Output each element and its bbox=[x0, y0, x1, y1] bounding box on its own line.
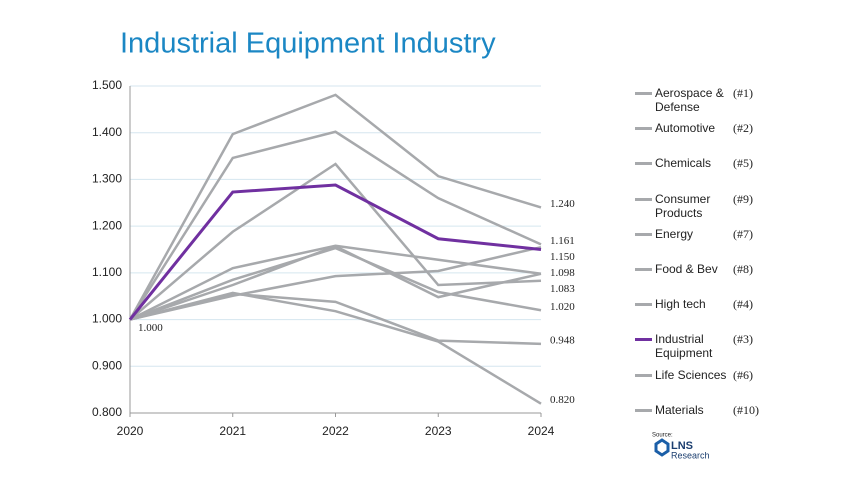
series-line bbox=[129, 162, 542, 321]
y-tick-label: 0.900 bbox=[92, 358, 122, 372]
x-tick-label: 2024 bbox=[528, 424, 555, 438]
y-tick-label: 1.400 bbox=[92, 125, 122, 139]
series-line bbox=[129, 246, 542, 321]
y-tick-label: 1.000 bbox=[92, 312, 122, 326]
value-label: 1.020 bbox=[550, 301, 575, 313]
legend-rank: (#1) bbox=[733, 86, 753, 100]
value-label: 0.948 bbox=[550, 334, 575, 346]
legend-item: Food & Bev (#8) bbox=[635, 262, 795, 276]
legend-rank: (#10) bbox=[733, 402, 759, 417]
legend-swatch bbox=[635, 268, 652, 271]
y-tick-label: 1.200 bbox=[92, 218, 122, 232]
value-label: 1.150 bbox=[550, 251, 575, 263]
legend-rank: (#8) bbox=[733, 262, 753, 276]
value-label: 1.000 bbox=[138, 322, 163, 334]
legend-item: High tech (#4) bbox=[635, 297, 795, 311]
legend-swatch bbox=[635, 373, 652, 377]
legend-label: Life Sciences bbox=[655, 367, 727, 382]
legend-item: Automotive (#2) bbox=[635, 121, 795, 135]
legend-item: Consumer Products (#9) bbox=[635, 192, 795, 220]
legend-label: Chemicals bbox=[655, 156, 712, 171]
x-tick-label: 2020 bbox=[117, 424, 144, 438]
legend-rank: (#6) bbox=[733, 367, 753, 382]
y-tick-label: 0.800 bbox=[92, 405, 122, 419]
logo-icon bbox=[654, 438, 670, 457]
legend-label: High tech bbox=[655, 297, 706, 312]
series-line bbox=[129, 292, 542, 346]
x-tick-label: 2023 bbox=[425, 424, 452, 438]
legend-label: Industrial Equipment bbox=[655, 332, 713, 361]
legend-label: Materials bbox=[655, 402, 704, 417]
series-line bbox=[128, 130, 542, 321]
legend-rank: (#7) bbox=[733, 226, 753, 241]
legend-item: Aerospace & Defense (#1) bbox=[635, 86, 795, 114]
legend-swatch bbox=[635, 92, 652, 95]
legend-label: Energy bbox=[655, 226, 694, 241]
legend-rank: (#9) bbox=[733, 191, 753, 206]
series-line bbox=[128, 93, 542, 321]
logo-top: LNS bbox=[671, 440, 693, 452]
legend-item: Chemicals (#5) bbox=[635, 156, 795, 170]
value-label: 1.083 bbox=[550, 283, 575, 295]
series-line bbox=[129, 244, 542, 321]
legend-item: Energy (#7) bbox=[635, 227, 795, 241]
legend-rank: (#2) bbox=[733, 121, 753, 136]
value-label: 0.820 bbox=[550, 394, 575, 406]
legend-swatch bbox=[635, 197, 652, 201]
legend-swatch bbox=[635, 338, 652, 342]
legend-swatch bbox=[635, 162, 652, 166]
value-label: 1.161 bbox=[550, 235, 575, 247]
x-tick-label: 2021 bbox=[219, 424, 246, 438]
series-line bbox=[128, 183, 542, 321]
y-tick-label: 1.100 bbox=[92, 265, 122, 279]
series-line bbox=[129, 291, 542, 405]
value-label: 1.240 bbox=[550, 198, 575, 210]
legend-rank: (#4) bbox=[733, 297, 753, 312]
legend-rank: (#3) bbox=[733, 332, 753, 347]
legend-swatch bbox=[635, 127, 652, 131]
legend-label: Aerospace & Defense bbox=[655, 86, 724, 114]
x-tick-label: 2022 bbox=[322, 424, 349, 438]
logo-bottom: Research bbox=[671, 450, 710, 460]
legend-item: Industrial Equipment (#3) bbox=[635, 332, 795, 360]
legend-label: Consumer Products bbox=[655, 191, 711, 220]
legend-item: Materials (#10) bbox=[635, 403, 795, 417]
legend-swatch bbox=[635, 408, 652, 412]
legend-label: Food & Bev bbox=[655, 262, 718, 276]
legend-rank: (#5) bbox=[733, 156, 753, 171]
y-tick-label: 1.300 bbox=[92, 172, 122, 186]
legend-swatch bbox=[635, 232, 652, 236]
legend-label: Automotive bbox=[655, 121, 716, 136]
y-tick-label: 1.500 bbox=[92, 78, 122, 92]
series-line bbox=[129, 245, 542, 321]
legend-swatch bbox=[635, 303, 652, 307]
chart-title: Industrial Equipment Industry bbox=[120, 28, 496, 60]
source-label: Source: bbox=[652, 433, 673, 439]
value-label: 1.098 bbox=[550, 267, 575, 279]
legend-item: Life Sciences (#6) bbox=[635, 368, 795, 382]
